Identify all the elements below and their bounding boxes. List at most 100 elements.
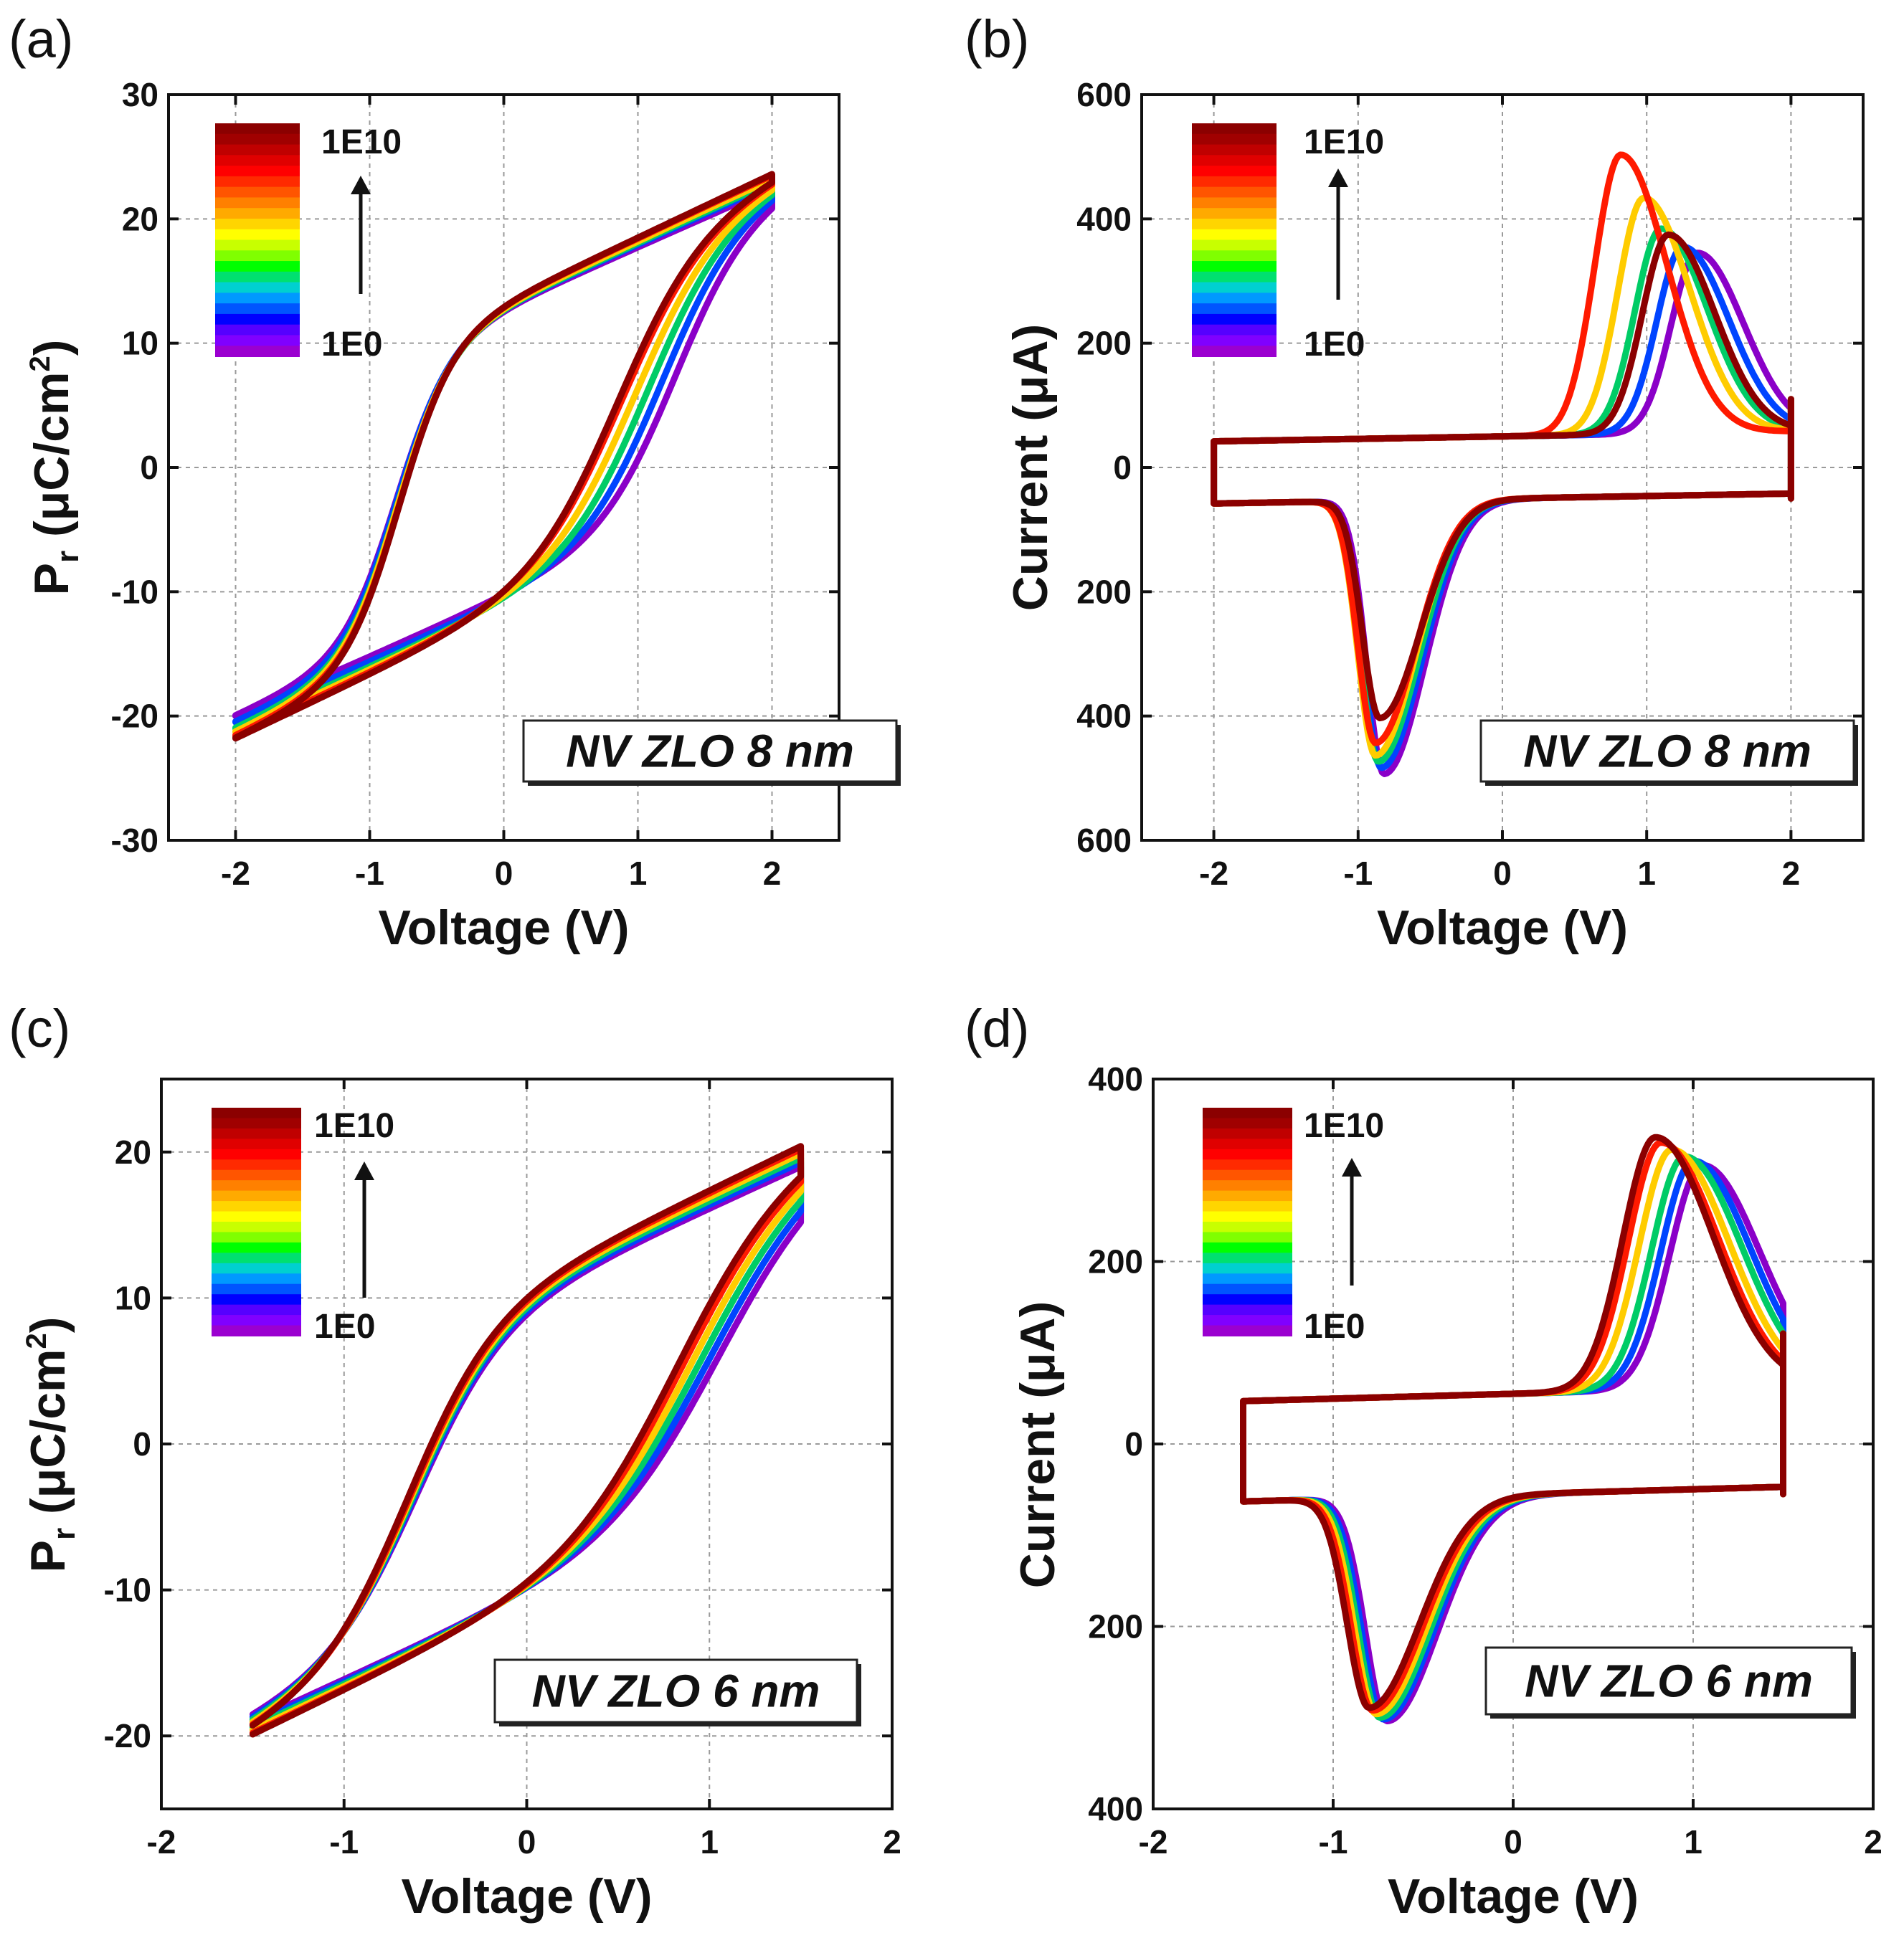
colorbar-swatch	[215, 123, 300, 135]
y-tick-label: 0	[140, 449, 158, 486]
colorbar-swatch	[212, 1139, 301, 1150]
colorbar-swatch	[212, 1304, 301, 1316]
colorbar-swatch	[212, 1149, 301, 1161]
colorbar-swatch	[215, 218, 300, 230]
colorbar-swatch	[1203, 1294, 1292, 1306]
colorbar-swatch	[1203, 1263, 1292, 1275]
colorbar-swatch	[1203, 1304, 1292, 1316]
x-tick-label: 0	[1493, 855, 1512, 892]
colorbar-swatch	[1192, 346, 1277, 357]
y-tick-label: 600	[1076, 822, 1132, 859]
colorbar-swatch	[1192, 218, 1277, 230]
y-tick-label: 20	[115, 1134, 151, 1171]
arrow-up-icon	[354, 1161, 374, 1180]
x-tick-label: 2	[1782, 855, 1801, 892]
colorbar-swatch	[212, 1190, 301, 1202]
colorbar-swatch	[212, 1232, 301, 1243]
series-line-1E10	[232, 171, 775, 742]
arrow-up-icon	[1328, 168, 1348, 187]
annotation-text: NV ZLO 6 nm	[532, 1666, 820, 1717]
y-axis-label: Pr (μC/cm2)	[24, 340, 85, 596]
colorbar-swatch	[1203, 1149, 1292, 1161]
colorbar-swatch	[1203, 1283, 1292, 1296]
colorbar-swatch	[1192, 197, 1277, 209]
x-tick-label: 1	[629, 855, 648, 892]
annotation-box	[1479, 719, 1855, 783]
arrow-up-icon	[1342, 1158, 1362, 1177]
x-tick-label: -2	[1139, 1823, 1168, 1861]
x-tick-label: -2	[1199, 855, 1228, 892]
y-tick-label: 200	[1088, 1243, 1143, 1281]
x-tick-label: 2	[1864, 1823, 1882, 1861]
colorbar-swatch	[212, 1108, 301, 1119]
y-tick-label: 200	[1076, 325, 1132, 362]
x-axis-label: Voltage (V)	[401, 1869, 652, 1924]
colorbar-top-label: 1E10	[314, 1107, 394, 1145]
colorbar-swatch	[1192, 313, 1277, 326]
y-tick-label: 0	[1124, 1425, 1143, 1463]
colorbar-bottom-label: 1E0	[1304, 326, 1365, 364]
x-tick-label: -1	[355, 855, 384, 892]
colorbar-swatch	[1203, 1315, 1292, 1326]
annotation-box	[522, 719, 898, 783]
colorbar-swatch	[1192, 261, 1277, 272]
colorbar-swatch	[1192, 293, 1277, 305]
annotation-text: NV ZLO 6 nm	[1525, 1655, 1813, 1707]
panel-label: (b)	[965, 9, 1029, 69]
x-tick-label: 1	[700, 1823, 719, 1861]
y-tick-label: 0	[133, 1425, 151, 1463]
y-tick-label: 10	[122, 325, 158, 362]
x-tick-label: -2	[221, 855, 250, 892]
colorbar-swatch	[1203, 1211, 1292, 1222]
colorbar-swatch	[1192, 250, 1277, 262]
colorbar-swatch	[1192, 271, 1277, 283]
colorbar-swatch	[215, 313, 300, 326]
x-tick-label: 1	[1684, 1823, 1702, 1861]
y-tick-label: -30	[111, 822, 158, 859]
colorbar-bottom-label: 1E0	[321, 326, 382, 364]
x-tick-label: 2	[883, 1823, 901, 1861]
colorbar-swatch	[215, 229, 300, 241]
x-axis-label: Voltage (V)	[1377, 901, 1628, 955]
y-tick-label: -10	[104, 1572, 151, 1609]
colorbar-swatch	[212, 1169, 301, 1182]
colorbar-swatch	[215, 335, 300, 347]
colorbar-swatch	[212, 1211, 301, 1222]
colorbar-swatch	[212, 1283, 301, 1296]
colorbar-swatch	[1192, 282, 1277, 294]
series-line-1E10	[249, 1143, 805, 1738]
y-tick-label: -10	[111, 573, 158, 610]
y-axis-label: Pr (μC/cm2)	[21, 1317, 82, 1573]
panel-b: (b) -2 -1 0 1 2 600 400 200 0 200 400 600 Voltage (V)…	[965, 9, 1865, 955]
y-tick-label: 400	[1088, 1790, 1143, 1828]
colorbar-swatch	[1203, 1180, 1292, 1192]
y-tick-label: 20	[122, 200, 158, 237]
panel-label: (a)	[9, 9, 73, 69]
x-tick-label: 0	[495, 855, 513, 892]
colorbar-swatch	[215, 261, 300, 272]
colorbar-swatch	[1203, 1118, 1292, 1129]
colorbar-swatch	[1203, 1253, 1292, 1264]
x-tick-label: 0	[518, 1823, 536, 1861]
colorbar-swatch	[215, 208, 300, 219]
y-tick-label: 400	[1076, 200, 1132, 237]
x-tick-label: -1	[329, 1823, 359, 1861]
colorbar-swatch	[1203, 1242, 1292, 1254]
x-tick-label: -2	[147, 1823, 176, 1861]
colorbar-swatch	[1203, 1273, 1292, 1285]
x-tick-label: 2	[763, 855, 782, 892]
colorbar-swatch	[1203, 1325, 1292, 1336]
colorbar-swatch	[1203, 1232, 1292, 1243]
colorbar-swatch	[215, 186, 300, 199]
colorbar-swatch	[1192, 186, 1277, 199]
colorbar-swatch	[1192, 229, 1277, 241]
y-axis-label: Current (μA)	[1010, 1301, 1065, 1588]
colorbar-swatch	[212, 1201, 301, 1212]
panel-label: (c)	[9, 999, 70, 1058]
annotation-box	[493, 1658, 858, 1724]
series-line-1E10	[1211, 231, 1794, 722]
colorbar-swatch	[212, 1242, 301, 1254]
colorbar-swatch	[1192, 123, 1277, 135]
